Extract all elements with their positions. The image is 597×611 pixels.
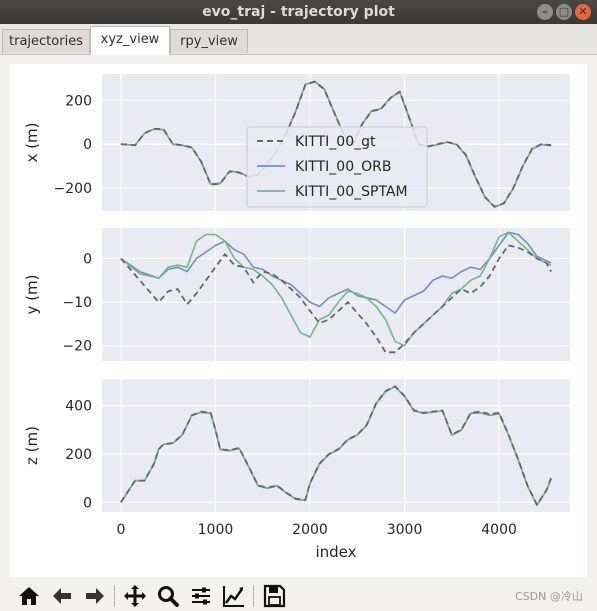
axes-background	[102, 379, 570, 512]
save-icon[interactable]	[261, 583, 287, 609]
minimize-icon[interactable]: –	[537, 4, 553, 20]
series-line-kitti-00-gt	[120, 80, 552, 208]
pan-icon[interactable]	[122, 583, 148, 609]
y-tick-label: 200	[65, 93, 92, 109]
series-line-kitti-00-gt	[120, 385, 552, 506]
tab-bar: trajectories xyz_view rpy_view	[0, 24, 597, 55]
legend-entry-label: KITTI_00_ORB	[295, 159, 391, 175]
zoom-icon[interactable]	[155, 583, 181, 609]
x-tick-label: 4000	[481, 522, 517, 538]
toolbar-separator	[253, 585, 254, 607]
y-axis-label: x (m)	[23, 123, 41, 163]
matplotlib-toolbar	[0, 579, 597, 611]
y-tick-label: 400	[65, 399, 92, 415]
series-line-kitti-00-orb	[120, 231, 552, 314]
subplot-z: 400 200 0 z (m)	[23, 379, 570, 512]
edit-axis-icon[interactable]	[221, 583, 247, 609]
x-tick-label: 2000	[292, 522, 328, 538]
y-tick-label: −20	[62, 339, 92, 355]
tab-rpy-view[interactable]: rpy_view	[170, 29, 248, 53]
legend-entry-label: KITTI_00_gt	[295, 134, 376, 150]
series-line-kitti-00-sptam	[120, 231, 552, 347]
toolbar-separator	[114, 585, 115, 607]
figure-canvas[interactable]: 200 0 −200 x (m) 0 −10 −20 y (m) 400 200 0 z (m) in…	[10, 64, 587, 577]
back-arrow-icon[interactable]	[49, 583, 75, 609]
series-line-kitti-00-gt	[120, 244, 552, 354]
tab-xyz-view[interactable]: xyz_view	[90, 26, 170, 55]
y-tick-label: 200	[65, 447, 92, 463]
forward-arrow-icon[interactable]	[82, 583, 108, 609]
x-axis-label: index	[315, 543, 356, 561]
legend-box	[246, 126, 428, 208]
x-tick-label: 1000	[198, 522, 234, 538]
y-tick-label: 0	[83, 252, 92, 268]
y-tick-label: 0	[83, 495, 92, 511]
legend: KITTI_00_gt KITTI_00_ORB KITTI_00_SPTAM	[246, 126, 428, 208]
y-axis-label: z (m)	[23, 426, 41, 465]
tab-trajectories[interactable]: trajectories	[2, 29, 90, 53]
y-axis-label: y (m)	[23, 275, 41, 315]
x-tick-label: 0	[116, 522, 125, 538]
y-tick-label: −200	[54, 181, 92, 197]
window-title: evo_traj - trajectory plot	[202, 4, 395, 20]
close-icon[interactable]: ✕	[575, 4, 591, 20]
home-icon[interactable]	[16, 583, 42, 609]
y-tick-label: −10	[62, 295, 92, 311]
subplots-config-icon[interactable]	[188, 583, 214, 609]
watermark-text: CSDN @冷山	[515, 590, 583, 603]
window-titlebar: evo_traj - trajectory plot – □ ✕	[0, 0, 597, 24]
maximize-icon[interactable]: □	[556, 4, 572, 20]
x-tick-label: 3000	[387, 522, 423, 538]
legend-entry-label: KITTI_00_SPTAM	[295, 184, 408, 200]
y-tick-label: 0	[83, 137, 92, 153]
subplot-y: 0 −10 −20 y (m)	[23, 228, 570, 361]
